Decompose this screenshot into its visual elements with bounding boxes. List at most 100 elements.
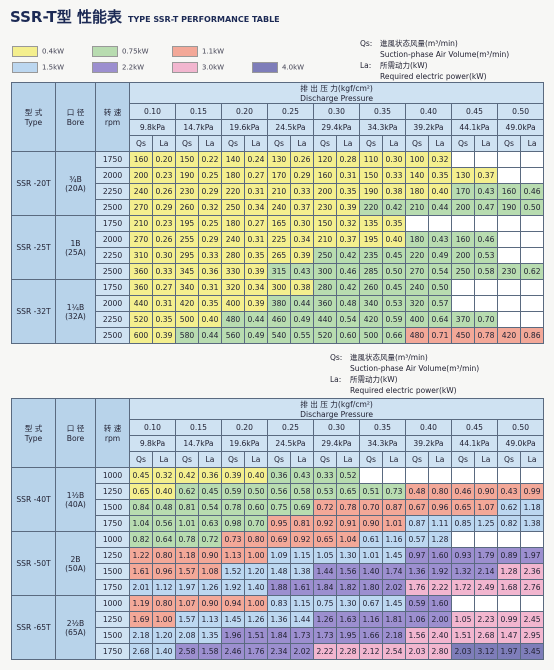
la-cell: 1.45 (382, 595, 406, 612)
la-cell: 0.45 (382, 247, 406, 264)
la-cell: 0.42 (336, 247, 360, 264)
la-cell: 0.66 (382, 327, 406, 344)
note-zh: 進風状态风量(m³/min) (380, 39, 458, 48)
qs-cell: 1.26 (313, 611, 337, 628)
la-cell: 0.27 (244, 215, 268, 232)
la-cell: 2.02 (382, 579, 406, 596)
qs-header: Qs (451, 451, 475, 468)
rpm-cell: 2250 (95, 183, 130, 200)
performance-table: 型 式 Type 口 径 Bore 转 速 rpm 排 出 压 力(kgf/cm²) Disc… (11, 398, 545, 660)
la-header: La (290, 451, 314, 468)
la-cell: 1.20 (152, 627, 176, 644)
la-cell: 2.95 (519, 627, 545, 644)
empty-cell (497, 231, 521, 248)
la-cell: 0.56 (152, 515, 176, 532)
qs-cell: 150 (313, 215, 337, 232)
qs-cell: 200 (451, 247, 475, 264)
pressure-kpa: 39.2kPa (405, 435, 452, 452)
qs-cell: 255 (175, 231, 199, 248)
empty-cell (519, 247, 545, 264)
header-cell: 转 速 rpm (95, 82, 130, 152)
qs-cell: 2.58 (175, 643, 199, 660)
title: SSR-T型 性能表 TYPE SSR-T PERFORMANCE TABLE (10, 6, 280, 27)
la-cell: 1.44 (290, 611, 314, 628)
qs-cell: 190 (175, 167, 199, 184)
header-row: Qs La Qs La Qs La Qs La Qs La Qs La Qs La Qs La Qs La (12, 135, 545, 152)
legend-label: 0.75kW (122, 47, 149, 56)
la-cell: 0.39 (290, 247, 314, 264)
qs-cell: 260 (359, 279, 383, 296)
la-header: La (152, 135, 176, 152)
la-cell: 0.34 (244, 199, 268, 216)
qs-cell: 480 (405, 327, 429, 344)
qs-cell: 1.28 (497, 563, 521, 580)
bore-cell: ¾B (20A) (55, 151, 96, 216)
rpm-cell: 1500 (95, 563, 130, 580)
pressure-kpa: 19.6kPa (221, 435, 268, 452)
la-cell: 0.43 (474, 183, 498, 200)
la-cell: 0.81 (290, 515, 314, 532)
la-cell: 1.26 (244, 611, 268, 628)
pressure-kpa: 29.4kPa (313, 119, 360, 136)
qs-cell: 2.68 (129, 643, 153, 660)
note-key: Qs: (330, 353, 343, 362)
empty-cell (474, 279, 498, 296)
qs-cell: 110 (359, 151, 383, 168)
qs-cell: 0.59 (405, 595, 429, 612)
bore-a: (25A) (65, 247, 86, 257)
header-zh: 口 径 (66, 108, 85, 117)
bore-cell: 1¼B (32A) (55, 279, 96, 344)
qs-cell: 0.45 (129, 467, 153, 484)
qs-cell: 0.87 (405, 515, 429, 532)
rpm-cell: 1000 (95, 467, 130, 484)
la-cell: 0.80 (152, 595, 176, 612)
la-cell: 0.33 (152, 263, 176, 280)
la-cell: 0.34 (244, 279, 268, 296)
qs-cell: 440 (129, 295, 153, 312)
bore-cell: 1B (25A) (55, 215, 96, 280)
legend-label: 1.5kW (42, 63, 65, 72)
qs-cell: 295 (175, 247, 199, 264)
qs-cell: 1.01 (359, 547, 383, 564)
qs-cell: 440 (313, 311, 337, 328)
qs-cell: 500 (359, 327, 383, 344)
qs-cell: 220 (221, 183, 245, 200)
qs-cell: 230 (175, 183, 199, 200)
la-cell: 0.90 (474, 483, 498, 500)
qs-cell: 1.76 (405, 579, 429, 596)
la-cell: 0.71 (428, 327, 452, 344)
qs-cell: 1.16 (359, 611, 383, 628)
pressure-kpa: 9.8kPa (129, 435, 176, 452)
legend-item: 0.75kW (92, 46, 149, 57)
pressure-kgf: 0.15 (175, 419, 222, 436)
la-cell: 0.58 (474, 263, 498, 280)
qs-cell: 0.95 (267, 515, 291, 532)
notes: Qs: 進風状态风量(m³/min) Suction-phase Air Volum… (330, 352, 479, 396)
la-cell: 0.22 (198, 151, 222, 168)
type-cell: SSR -25T (11, 215, 56, 280)
la-cell: 0.70 (474, 311, 498, 328)
qs-cell: 1.44 (313, 563, 337, 580)
qs-header: Qs (267, 135, 291, 152)
qs-cell: 1.80 (359, 579, 383, 596)
bore: 1¼B (66, 302, 85, 312)
qs-cell: 195 (359, 231, 383, 248)
qs-cell: 0.97 (405, 547, 429, 564)
la-cell: 2.80 (428, 643, 452, 660)
qs-cell: 0.48 (405, 483, 429, 500)
qs-cell: 285 (359, 263, 383, 280)
la-cell: 1.11 (428, 515, 452, 532)
rpm-cell: 1000 (95, 531, 130, 548)
legend-item: 1.5kW (12, 62, 64, 73)
la-cell: 0.64 (152, 531, 176, 548)
qs-cell: 210 (129, 215, 153, 232)
la-cell: 0.80 (428, 483, 452, 500)
la-cell: 0.60 (244, 499, 268, 516)
la-cell: 1.60 (428, 595, 452, 612)
qs-cell: 190 (359, 183, 383, 200)
qs-cell: 0.78 (175, 531, 199, 548)
qs-cell: 1.84 (313, 579, 337, 596)
qs-cell: 1.61 (129, 563, 153, 580)
la-cell: 0.46 (474, 231, 498, 248)
qs-cell: 260 (175, 199, 199, 216)
